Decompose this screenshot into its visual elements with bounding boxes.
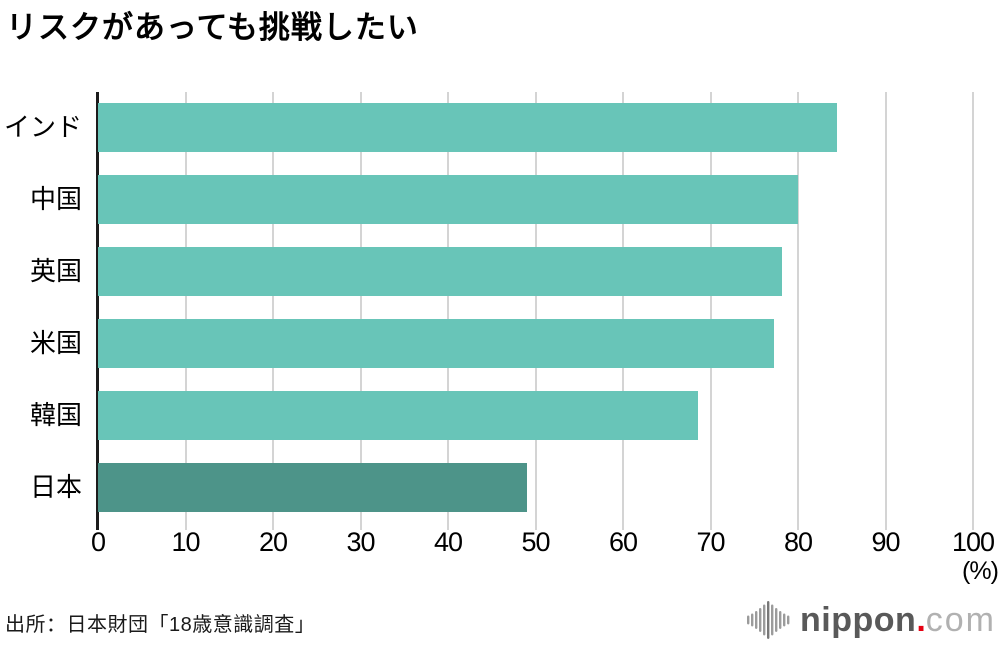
gridline-20 xyxy=(272,92,274,530)
x-tick-label-90: 90 xyxy=(871,527,900,557)
x-axis-unit-label: (%) xyxy=(962,557,999,585)
gridline-50 xyxy=(534,92,537,530)
category-label-米国: 米国 xyxy=(29,328,82,358)
gridline-10 xyxy=(184,92,187,530)
gridline-90 xyxy=(884,92,887,530)
category-label-日本: 日本 xyxy=(29,472,82,502)
soundwave-bars-icon xyxy=(747,601,790,639)
gridline-70 xyxy=(709,92,712,530)
gridline-80 xyxy=(797,92,799,530)
bar-米国 xyxy=(98,319,774,368)
category-label-英国: 英国 xyxy=(29,256,82,286)
x-tick-label-0: 0 xyxy=(90,527,106,557)
x-tick-label-30: 30 xyxy=(346,527,375,557)
logo-dot: . xyxy=(916,601,926,639)
x-tick-label-50: 50 xyxy=(521,527,550,557)
category-label-韓国: 韓国 xyxy=(29,400,82,430)
x-tick-label-60: 60 xyxy=(608,527,638,557)
nippon-logo: nippon . com xyxy=(746,598,996,642)
chart-title: リスクがあっても挑戦したい xyxy=(6,10,419,45)
category-label-中国: 中国 xyxy=(29,184,82,214)
bar-日本 xyxy=(98,463,527,512)
x-tick-label-20: 20 xyxy=(258,527,288,557)
gridline-60 xyxy=(622,92,624,530)
x-tick-label-80: 80 xyxy=(783,527,813,557)
x-tick-label-40: 40 xyxy=(433,527,463,557)
x-tick-label-70: 70 xyxy=(696,527,725,557)
gridline-100 xyxy=(972,92,974,530)
x-tick-label-10: 10 xyxy=(171,527,200,557)
bar-インド xyxy=(98,103,838,152)
source-note: 出所：日本財団「18歳意識調査」 xyxy=(5,614,316,636)
logo-wordmark: nippon xyxy=(800,601,917,639)
bar-英国 xyxy=(98,247,783,296)
x-tick-label-100: 100 xyxy=(951,527,995,557)
category-axis: インド中国英国米国韓国日本 xyxy=(0,92,88,530)
plot-area xyxy=(98,92,974,530)
x-axis-ticks: 0 10 20 30 40 50 60 70 80 90 100 xyxy=(91,527,995,559)
category-label-インド: インド xyxy=(3,112,82,142)
gridline-40 xyxy=(447,92,449,530)
gridline-30 xyxy=(359,92,362,530)
logo-tld: com xyxy=(925,601,996,639)
bar-韓国 xyxy=(98,391,699,440)
bar-中国 xyxy=(98,175,798,224)
y-axis-line xyxy=(96,92,99,530)
